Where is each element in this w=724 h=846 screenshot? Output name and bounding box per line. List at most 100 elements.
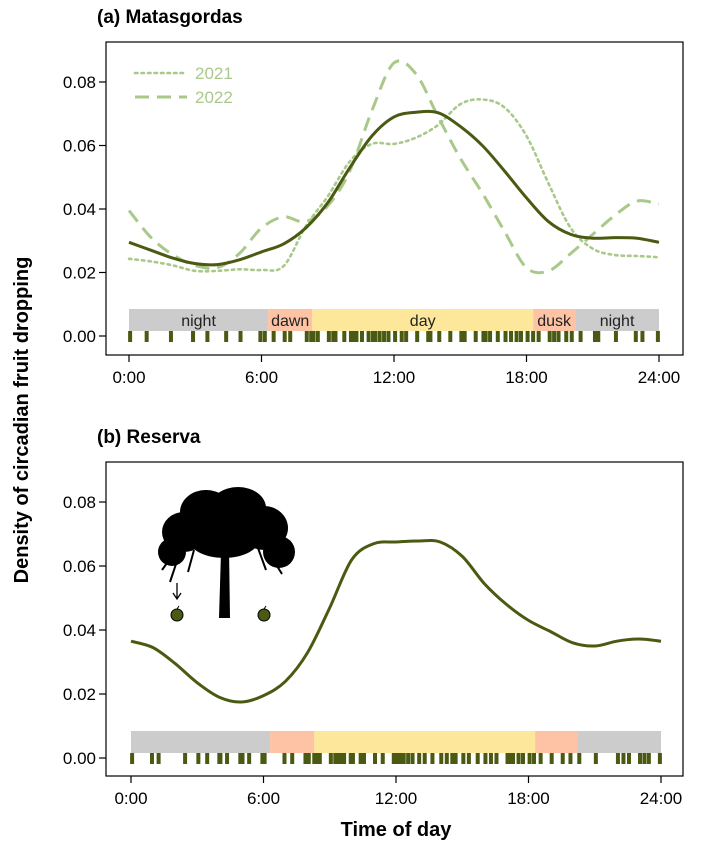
panel-a-rug-tick [415,331,420,342]
panel-a-rug-tick [191,331,196,342]
panel-a-band-4 [575,309,659,331]
panel-b-band-3 [535,731,578,753]
panel-b-rug-tick [516,753,521,764]
panel-a-rug-tick [569,331,574,342]
panel-a-rug-tick [371,331,376,342]
panel-a-rug-tick [348,331,353,342]
panel-b-rug-tick [282,753,287,764]
panel-b-series-overall [130,539,662,704]
panel-a-rug-tick [448,331,453,342]
panel-a-rug-tick [640,331,645,342]
panel-a-rug-tick [633,331,638,342]
panel-a-x-tick-label: 24:00 [638,368,681,387]
panel-a-y-tick-label: 0.02 [63,264,96,283]
panel-b-rug-tick [312,753,317,764]
panel-a-rug-tick [366,331,371,342]
panel-a: (a) Matasgordas night dawn day dusk night 0.0… [63,7,684,387]
panel-b-rug-tick [642,753,647,764]
panel-b-rug-tick [461,753,466,764]
panel-a-rug-tick [333,331,338,342]
panel-b-rug-tick [342,753,347,764]
panel-b-x-tick-label: 18:00 [507,789,550,808]
panel-a-rug-tick [352,331,357,342]
panel-b-rug-tick [549,753,554,764]
panel-b: (b) Reserva 0.00 0.02 0.04 0.06 0.08 0:00 6:00… [63,427,684,808]
panel-a-rug-tick [205,331,210,342]
panel-b-rug-tick [410,753,415,764]
panel-a-rug-tick [514,331,519,342]
panel-b-y-tick-label: 0.00 [63,749,96,768]
panel-a-rug-tick [503,331,508,342]
panel-b-rug-tick [328,753,333,764]
panel-a-rug-tick [304,331,309,342]
panel-a-rug-tick [359,331,364,342]
tree-silhouette-icon [158,487,295,622]
panel-b-rug-tick [538,753,543,764]
panel-b-rug-tick [398,753,403,764]
panel-b-rug-tick [130,753,135,764]
panel-b-rug-tick [183,753,188,764]
panel-a-rug-tick [495,331,500,342]
panel-b-rug-tick [615,753,620,764]
panel-a-rug-tick [271,331,276,342]
panel-a-series-2022 [127,59,660,275]
panel-a-y-tick-label: 0.04 [63,200,96,219]
panel-b-rug-tick [560,753,565,764]
panel-a-rug-tick [481,331,486,342]
panel-b-rug-tick [247,753,252,764]
panel-b-rug-tick [315,753,320,764]
panel-a-rug-tick [428,331,433,342]
panel-b-rug-tick [240,753,245,764]
panel-a-series-overall [128,109,660,267]
panel-a-rug-tick [288,331,293,342]
panel-a-rug-tick [128,331,133,342]
panel-b-rug-tick [444,753,449,764]
panel-b-band-4 [577,731,661,753]
panel-b-rug-tick [508,753,513,764]
panel-a-rug-tick [483,331,488,342]
panel-a-rug-tick [144,331,149,342]
panel-a-rug-tick [354,331,359,342]
panel-a-rug-tick [393,331,398,342]
panel-a-y-tick-label: 0.08 [63,73,96,92]
panel-b-rug-tick [657,753,662,764]
panel-a-x-tick-label: 0:00 [112,368,145,387]
panel-b-rug-tick [621,753,626,764]
panel-a-rug-tick [224,331,229,342]
panel-a-x-tick-label: 6:00 [245,368,278,387]
panel-b-rug-tick [422,753,427,764]
panel-b-y-tick-label: 0.08 [63,493,96,512]
panel-b-rug-tick [350,753,355,764]
panel-a-rug-tick [578,331,583,342]
panel-a-series-2021 [127,98,661,273]
panel-b-rug-tick [156,753,161,764]
panel-a-band-label-4: night [600,313,635,330]
panel-b-rug-tick [196,753,201,764]
panel-b-rug-tick [380,753,385,764]
panel-b-y-tick-label: 0.06 [63,557,96,576]
panel-a-rug-tick [377,331,382,342]
panel-a-band-label-2: day [410,313,436,330]
panel-a-band-label-1: dawn [271,313,309,330]
panel-a-rug-tick [373,331,378,342]
panel-a-rug-tick [473,331,478,342]
panel-b-rug-tick [205,753,210,764]
panel-a-rug-tick [518,331,523,342]
panel-b-rug-tick [593,753,598,764]
panel-a-rug-tick [462,331,467,342]
panel-a-band-0 [129,309,269,331]
panel-a-band-label-3: dusk [537,313,572,330]
panel-a-rug-tick [426,331,431,342]
panel-a-rug-tick [655,331,660,342]
panel-a-y-tick-label: 0.00 [63,327,96,346]
panel-b-y-tick-label: 0.02 [63,685,96,704]
panel-b-x-tick-label: 6:00 [247,789,280,808]
panel-a-band-2 [312,309,534,331]
panel-b-rug-tick [511,753,516,764]
panel-a-rug-tick [459,331,464,342]
panel-a-rug-tick [262,331,267,342]
panel-b-rug-tick [488,753,493,764]
panel-a-rug-tick [315,331,320,342]
panel-b-rug-tick [391,753,396,764]
panel-a-rug-tick [596,331,601,342]
